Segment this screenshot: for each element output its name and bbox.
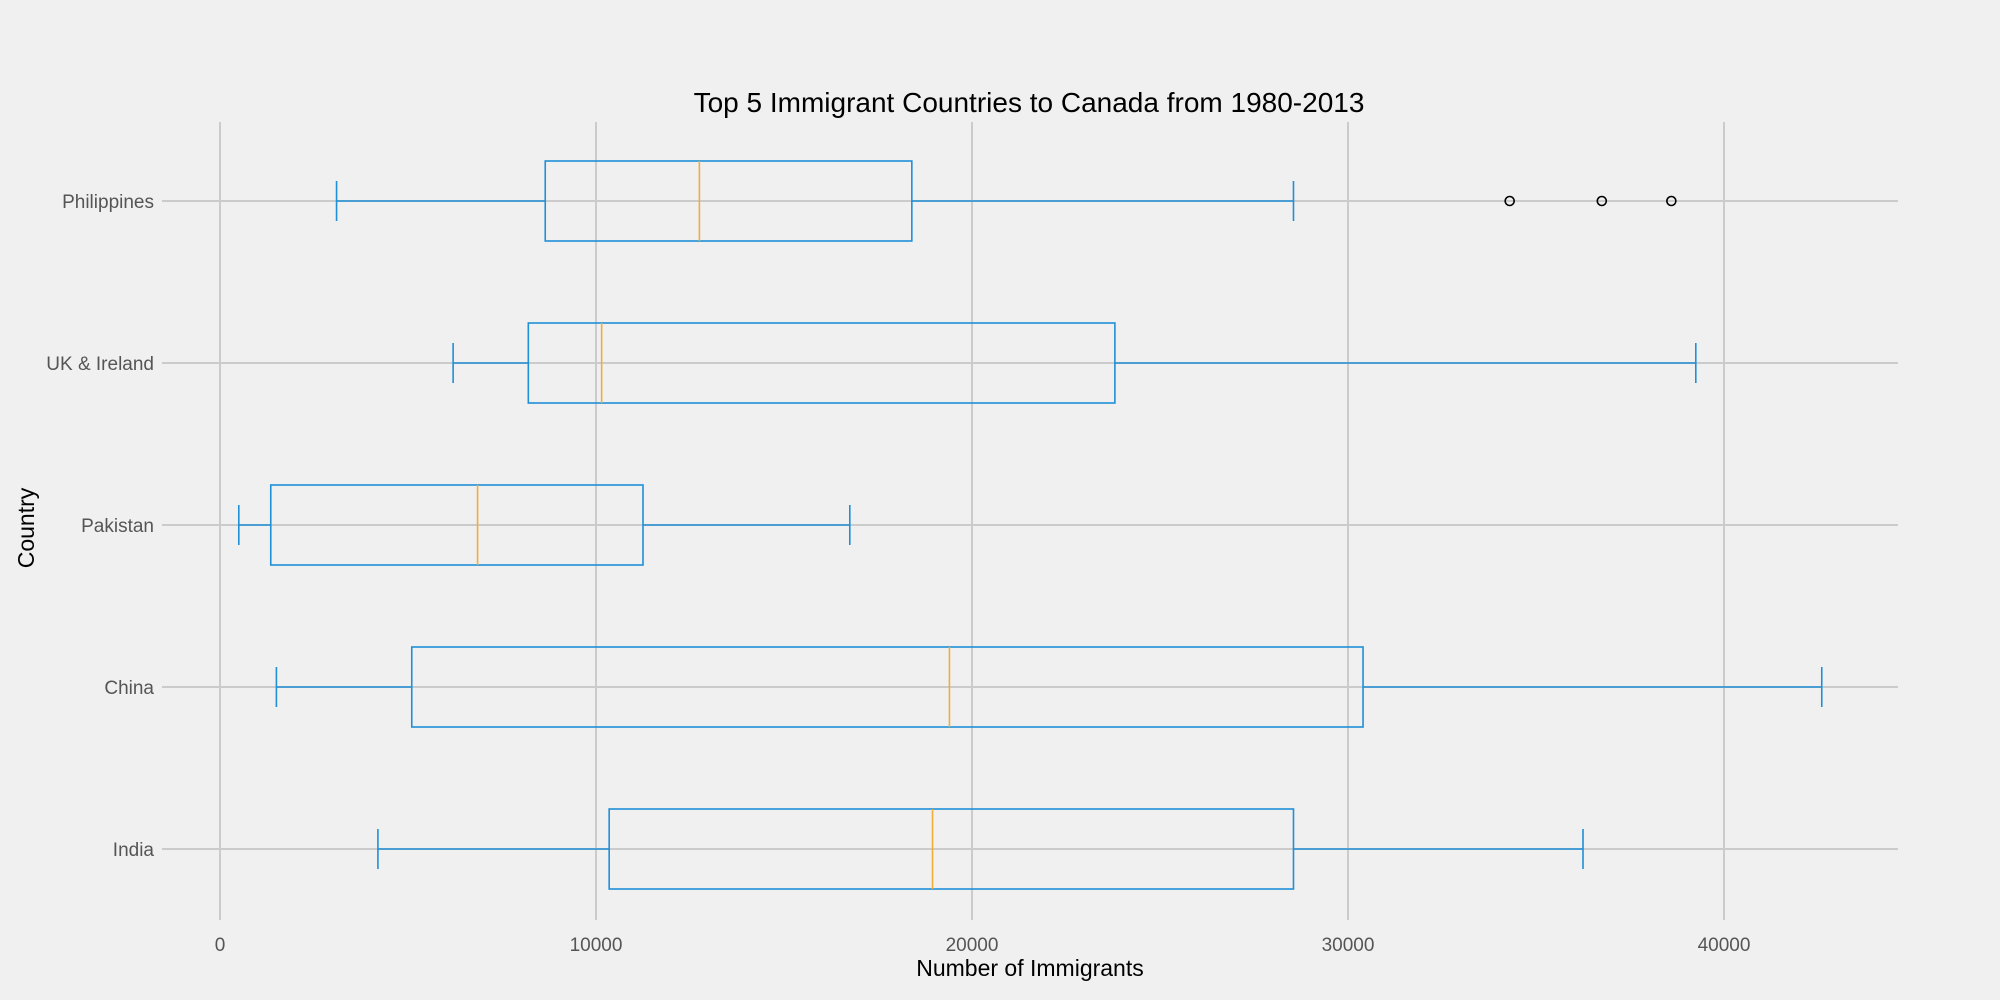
ticks-layer: 0 10000 20000 30000 40000 India China Pakistan U… — [46, 192, 1750, 956]
chart-title: Top 5 Immigrant Countries to Canada from… — [694, 87, 1365, 118]
y-tick-label: Pakistan — [81, 516, 154, 537]
flier-point — [1504, 195, 1515, 207]
boxes-layer — [238, 160, 1823, 890]
flier-point — [1596, 195, 1608, 207]
x-tick-label: 40000 — [1698, 935, 1751, 956]
x-tick-label: 0 — [215, 935, 226, 956]
y-tick-label: Philippines — [62, 192, 154, 213]
y-tick-label: UK & Ireland — [46, 354, 154, 375]
y-tick-label: India — [113, 840, 155, 861]
y-axis-label: Country — [13, 487, 39, 568]
box-group — [238, 484, 851, 566]
box-group — [275, 646, 1823, 728]
box-group — [377, 808, 1584, 890]
flier-point — [1666, 195, 1677, 207]
x-tick-label: 30000 — [1322, 935, 1375, 956]
box-group — [335, 160, 1677, 242]
x-tick-label: 10000 — [570, 935, 623, 956]
x-axis-label: Number of Immigrants — [916, 955, 1144, 981]
box-group — [452, 322, 1697, 404]
y-tick-label: China — [104, 678, 154, 699]
x-tick-label: 20000 — [946, 935, 999, 956]
grid-layer — [162, 122, 1898, 920]
